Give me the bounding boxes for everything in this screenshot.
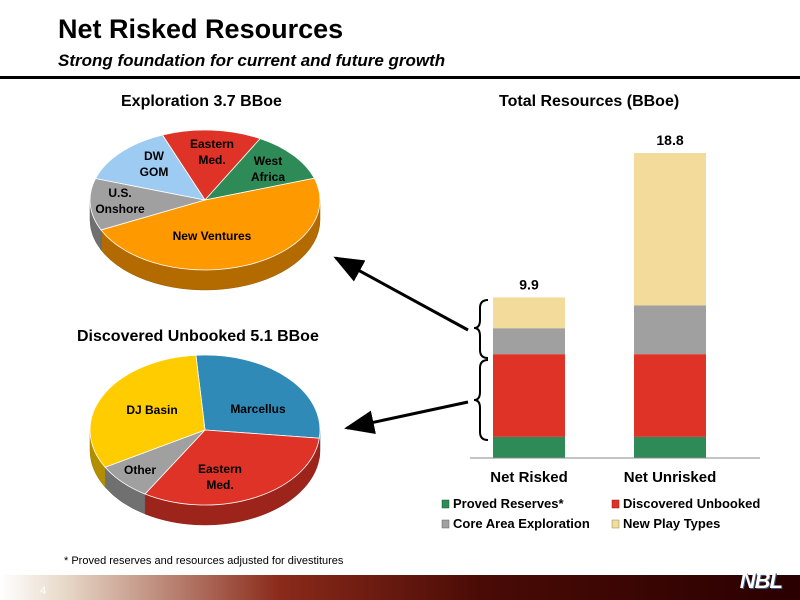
- bar-net-unrisked-new-play-types: [634, 153, 706, 306]
- legend-label-discovered-unbooked: Discovered Unbooked: [623, 496, 760, 511]
- bar-legend: Proved Reserves* Discovered Unbooked Core …: [441, 496, 760, 531]
- legend-label-new-play-types: New Play Types: [623, 516, 720, 531]
- bar-net-risked-proved-reserves: [493, 436, 565, 458]
- exploration-pie-label-eastern-med-1: Eastern: [190, 137, 234, 151]
- bar-net-unrisked-core-area-exploration: [634, 305, 706, 355]
- legend-swatch-new-play-types: [611, 519, 620, 529]
- category-label-net-risked: Net Risked: [490, 469, 568, 486]
- exploration-pie-label-dw-gom-2: GOM: [140, 165, 169, 179]
- exploration-pie-label-u-s-onshore-1: U.S.: [108, 186, 131, 200]
- bracket-lower: [473, 359, 489, 441]
- discovered-pie-label-eastern-med-1: Eastern: [198, 462, 242, 476]
- arrow-to-exploration: [333, 256, 469, 332]
- title-rule: [0, 76, 800, 79]
- discovered-pie-label-eastern-med-2: Med.: [206, 478, 233, 492]
- exploration-pie-slice-west-africa: [203, 138, 315, 201]
- bar-net-unrisked-discovered-unbooked: [634, 354, 706, 437]
- discovered-pie: Marcellus Eastern Med. Other DJ Basin: [89, 354, 321, 526]
- bar-net-risked-new-play-types: [493, 297, 565, 329]
- discovered-pie-label-dj-basin: DJ Basin: [126, 403, 177, 417]
- discovered-pie-slice-dj-basin: [89, 354, 206, 468]
- bar-net-risked-discovered-unbooked: [493, 354, 565, 437]
- exploration-pie-slice-new-ventures: [100, 177, 321, 271]
- bar-net-risked-core-area-exploration: [493, 328, 565, 355]
- legend-swatch-core-area-exploration: [441, 519, 450, 529]
- bar-chart-title: Total Resources (BBoe): [499, 93, 680, 110]
- footer-band: [0, 575, 800, 600]
- discovered-pie-slice-eastern-med: [144, 429, 320, 506]
- exploration-pie: Eastern Med. West Africa New Ventures U.S. Ons…: [89, 129, 321, 291]
- discovered-pie-label-other: Other: [124, 463, 156, 477]
- exploration-pie-label-dw-gom-1: DW: [144, 149, 165, 163]
- legend-label-proved-reserves: Proved Reserves*: [453, 496, 565, 511]
- legend-swatch-discovered-unbooked: [611, 499, 620, 509]
- arrow-to-discovered: [344, 400, 469, 435]
- exploration-pie-label-west-africa-1: West: [254, 154, 282, 168]
- exploration-pie-title: Exploration 3.7 BBoe: [121, 93, 282, 110]
- discovered-pie-title: Discovered Unbooked 5.1 BBoe: [77, 328, 319, 345]
- page-subtitle: Strong foundation for current and future…: [58, 51, 446, 70]
- exploration-pie-label-new-ventures: New Ventures: [173, 229, 252, 243]
- bar-total-net-unrisked: 18.8: [656, 132, 683, 148]
- exploration-pie-label-west-africa-2: Africa: [251, 170, 285, 184]
- exploration-pie-slice-dw-gom: [94, 134, 206, 201]
- company-logo: NBL: [739, 568, 783, 593]
- exploration-pie-slice-eastern-med: [161, 129, 261, 201]
- legend-label-core-area-exploration: Core Area Exploration: [453, 516, 590, 531]
- footnote: * Proved reserves and resources adjusted…: [64, 555, 344, 567]
- bar-total-net-risked: 9.9: [519, 276, 539, 292]
- legend-swatch-proved-reserves: [441, 499, 450, 509]
- exploration-pie-label-u-s-onshore-2: Onshore: [95, 202, 145, 216]
- exploration-pie-slice-u-s-onshore: [89, 178, 206, 231]
- bar-net-unrisked-proved-reserves: [634, 436, 706, 458]
- page-title: Net Risked Resources: [58, 14, 344, 44]
- category-label-net-unrisked: Net Unrisked: [624, 469, 717, 486]
- discovered-pie-slice-marcellus: [195, 354, 321, 439]
- page-number: 4: [40, 585, 47, 597]
- bracket-upper: [473, 299, 489, 359]
- total-resources-bars: 9.9 Net Risked 18.8 Net Unrisked: [470, 132, 760, 486]
- exploration-pie-label-eastern-med-2: Med.: [198, 153, 225, 167]
- discovered-pie-label-marcellus: Marcellus: [230, 402, 286, 416]
